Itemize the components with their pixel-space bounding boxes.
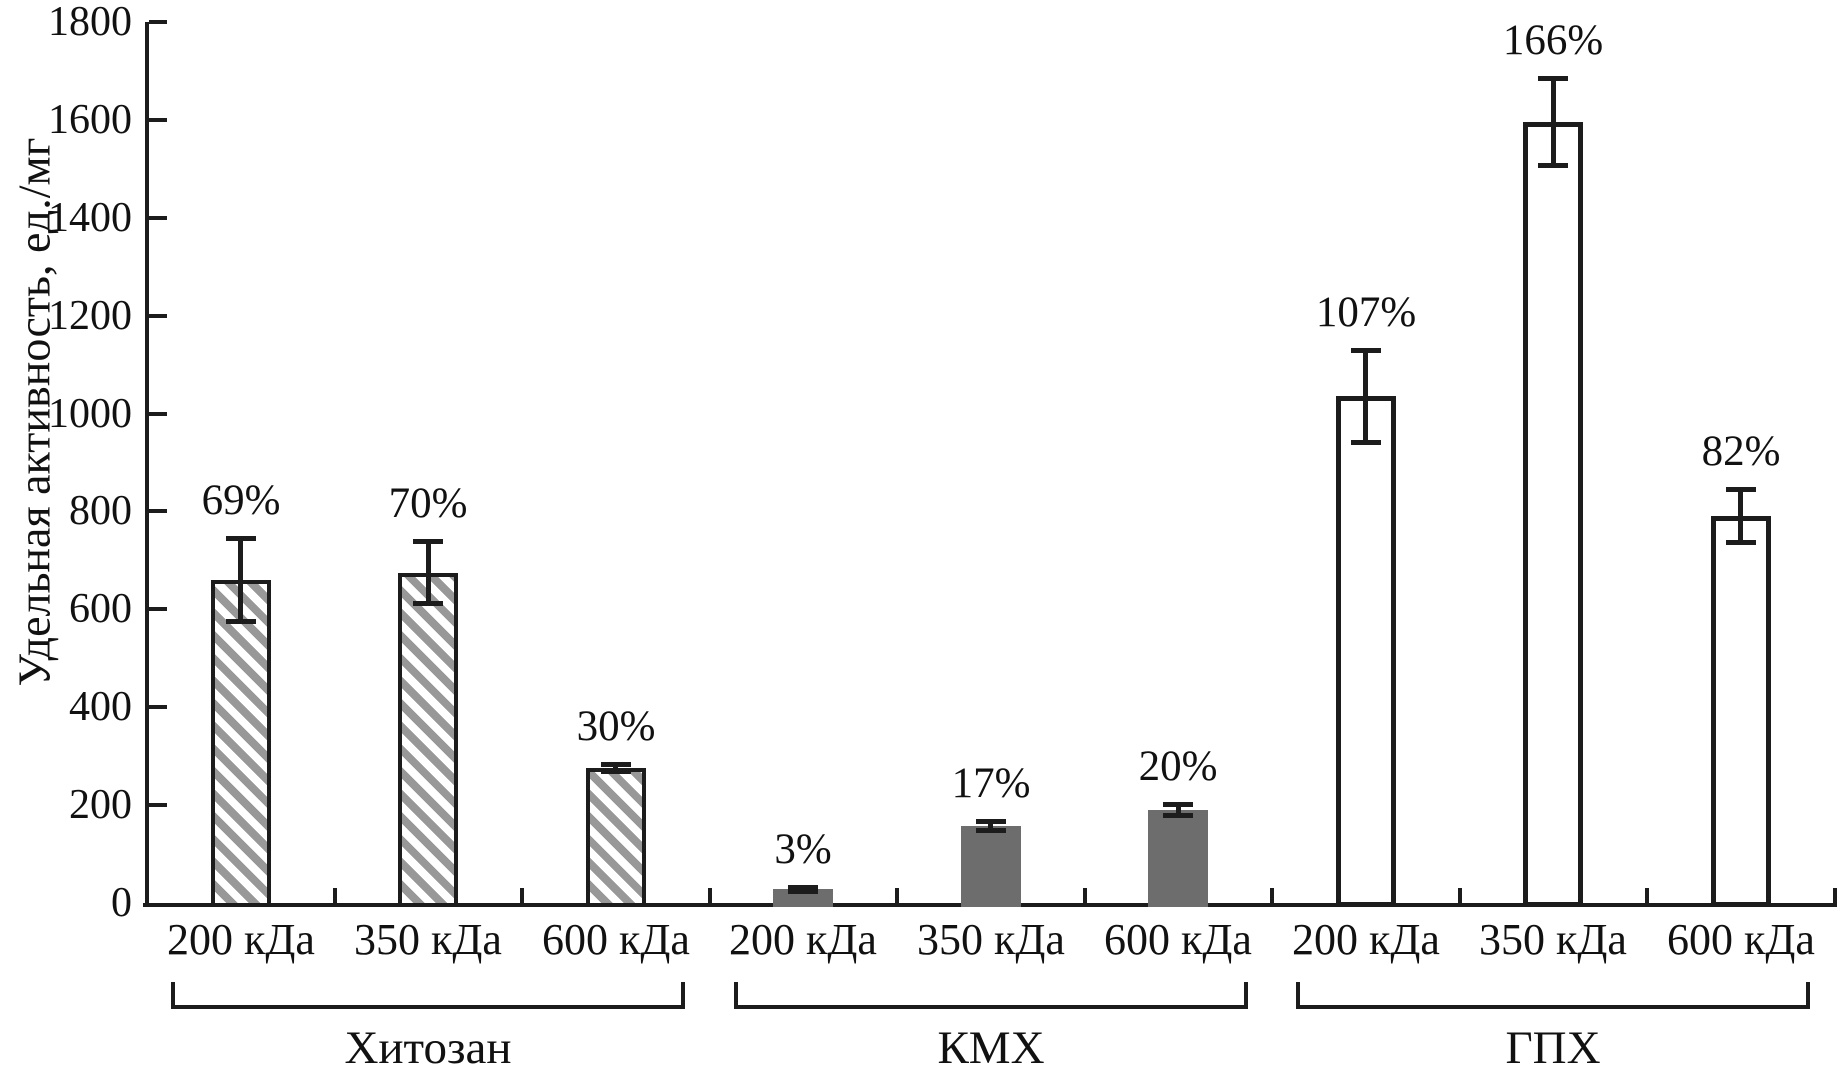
group-label: КМХ bbox=[937, 1022, 1045, 1074]
category-label: 350 кДа bbox=[354, 915, 502, 964]
error-bar-cap-top bbox=[1351, 348, 1381, 353]
error-bar-cap-bottom bbox=[601, 769, 631, 774]
group-label: Хитозан bbox=[344, 1022, 512, 1074]
y-tick-label: 1200 bbox=[48, 293, 132, 339]
error-bar-cap-top bbox=[1163, 802, 1193, 807]
error-bar-cap-bottom bbox=[413, 601, 443, 606]
error-bar-cap-top bbox=[1538, 76, 1568, 81]
x-axis-tick bbox=[520, 888, 524, 903]
error-bar-cap-bottom bbox=[976, 828, 1006, 833]
percent-label: 20% bbox=[1138, 743, 1218, 790]
error-bar-cap-bottom bbox=[1351, 440, 1381, 445]
bar-g1-200kda bbox=[211, 580, 271, 907]
y-axis-tick bbox=[149, 803, 167, 807]
group-label: ГПХ bbox=[1505, 1022, 1601, 1074]
group-bracket-right-stub bbox=[1806, 982, 1810, 1009]
x-axis-tick bbox=[1645, 888, 1649, 903]
x-axis-tick bbox=[708, 888, 712, 903]
error-bar-cap-bottom bbox=[1538, 163, 1568, 168]
y-axis bbox=[145, 22, 149, 907]
y-tick-label: 800 bbox=[69, 488, 132, 534]
x-axis-tick bbox=[1083, 888, 1087, 903]
category-label: 200 кДа bbox=[729, 915, 877, 964]
category-label: 200 кДа bbox=[1292, 915, 1440, 964]
y-axis-tick bbox=[149, 705, 167, 709]
error-bar-stem bbox=[613, 764, 618, 772]
percent-label: 107% bbox=[1315, 289, 1417, 336]
error-bar-cap-bottom bbox=[226, 619, 256, 624]
y-tick-label: 1800 bbox=[48, 0, 132, 45]
error-bar-stem bbox=[426, 541, 431, 605]
error-bar-stem bbox=[238, 538, 243, 621]
y-tick-label: 0 bbox=[111, 880, 132, 926]
error-bar-stem bbox=[1738, 489, 1743, 543]
error-bar-stem bbox=[1363, 350, 1368, 443]
group-bracket-left-stub bbox=[171, 982, 175, 1009]
x-axis-tick bbox=[1458, 888, 1462, 903]
error-bar-cap-bottom bbox=[788, 889, 818, 894]
percent-label: 3% bbox=[774, 826, 832, 873]
bar-g2-350kda bbox=[961, 826, 1021, 907]
percent-label: 82% bbox=[1701, 428, 1781, 475]
y-tick-label: 1000 bbox=[48, 391, 132, 437]
y-tick-label: 1600 bbox=[48, 97, 132, 143]
category-label: 600 кДа bbox=[542, 915, 690, 964]
bar-g1-600kda bbox=[586, 768, 646, 907]
error-bar-stem bbox=[1176, 804, 1181, 816]
group-bracket-left-stub bbox=[1296, 982, 1300, 1009]
bar-g3-600kda bbox=[1711, 516, 1771, 907]
group-bracket-line bbox=[1296, 1005, 1810, 1009]
group-bracket-right-stub bbox=[1244, 982, 1248, 1009]
error-bar-cap-top bbox=[413, 539, 443, 544]
bar-g2-600kda bbox=[1148, 810, 1208, 907]
y-axis-tick bbox=[149, 314, 167, 318]
category-label: 350 кДа bbox=[1479, 915, 1627, 964]
percent-label: 30% bbox=[576, 703, 656, 750]
group-bracket-left-stub bbox=[734, 982, 738, 1009]
group-bracket-line bbox=[734, 1005, 1248, 1009]
bar-g3-350kda bbox=[1523, 122, 1583, 907]
error-bar-cap-bottom bbox=[1163, 813, 1193, 818]
x-axis-tick bbox=[895, 888, 899, 903]
y-tick-label: 600 bbox=[69, 586, 132, 632]
percent-label: 166% bbox=[1502, 17, 1604, 64]
error-bar-cap-top bbox=[226, 536, 256, 541]
y-axis-tick bbox=[149, 216, 167, 220]
percent-label: 17% bbox=[951, 760, 1031, 807]
y-axis-tick bbox=[149, 20, 167, 24]
y-tick-label: 200 bbox=[69, 782, 132, 828]
y-tick-label: 400 bbox=[69, 684, 132, 730]
y-axis-tick bbox=[149, 509, 167, 513]
y-tick-label: 1400 bbox=[48, 195, 132, 241]
group-bracket-line bbox=[171, 1005, 685, 1009]
category-label: 600 кДа bbox=[1667, 915, 1815, 964]
category-label: 350 кДа bbox=[917, 915, 1065, 964]
percent-label: 69% bbox=[201, 477, 281, 524]
percent-label: 70% bbox=[388, 480, 468, 527]
bar-g1-350kda bbox=[398, 573, 458, 907]
y-axis-tick bbox=[149, 412, 167, 416]
group-bracket-right-stub bbox=[681, 982, 685, 1009]
y-axis-tick bbox=[149, 118, 167, 122]
error-bar-cap-bottom bbox=[1726, 540, 1756, 545]
category-label: 200 кДа bbox=[167, 915, 315, 964]
error-bar-cap-top bbox=[1726, 487, 1756, 492]
error-bar-stem bbox=[988, 821, 993, 831]
x-axis-tick bbox=[1270, 888, 1274, 903]
error-bar-cap-top bbox=[601, 762, 631, 767]
error-bar-stem bbox=[1551, 78, 1556, 166]
bar-g3-200kda bbox=[1336, 396, 1396, 907]
error-bar-cap-top bbox=[976, 819, 1006, 824]
error-bar-cap-top bbox=[788, 885, 818, 890]
category-label: 600 кДа bbox=[1104, 915, 1252, 964]
x-axis-tick bbox=[1833, 888, 1837, 903]
x-axis-tick bbox=[333, 888, 337, 903]
y-axis-tick bbox=[149, 607, 167, 611]
